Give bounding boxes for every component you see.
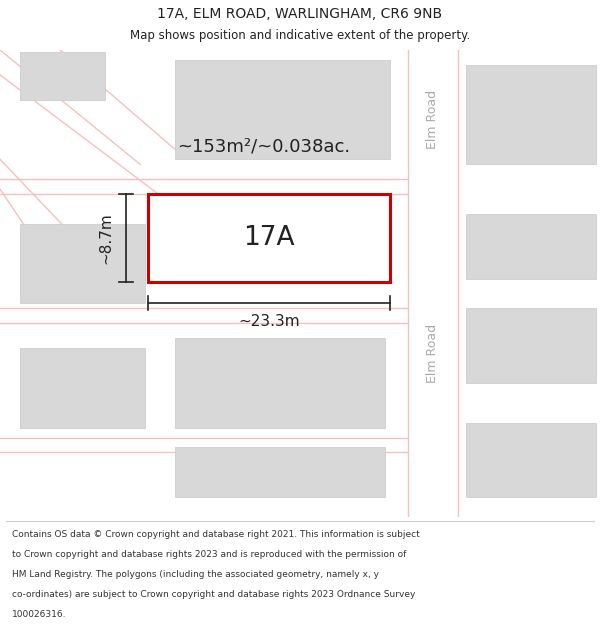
Bar xyxy=(466,308,596,383)
Bar xyxy=(20,348,145,428)
Text: 100026316.: 100026316. xyxy=(12,610,67,619)
Text: Map shows position and indicative extent of the property.: Map shows position and indicative extent… xyxy=(130,29,470,42)
Bar xyxy=(175,338,385,428)
Bar xyxy=(466,214,596,279)
Text: ~8.7m: ~8.7m xyxy=(98,212,113,264)
Text: Elm Road: Elm Road xyxy=(427,90,439,149)
Bar xyxy=(466,422,596,497)
Text: Contains OS data © Crown copyright and database right 2021. This information is : Contains OS data © Crown copyright and d… xyxy=(12,530,420,539)
Bar xyxy=(175,60,390,159)
Text: 17A: 17A xyxy=(243,225,295,251)
Text: to Crown copyright and database rights 2023 and is reproduced with the permissio: to Crown copyright and database rights 2… xyxy=(12,550,406,559)
Bar xyxy=(20,224,145,303)
Text: HM Land Registry. The polygons (including the associated geometry, namely x, y: HM Land Registry. The polygons (includin… xyxy=(12,570,379,579)
Text: co-ordinates) are subject to Crown copyright and database rights 2023 Ordnance S: co-ordinates) are subject to Crown copyr… xyxy=(12,590,415,599)
Text: ~153m²/~0.038ac.: ~153m²/~0.038ac. xyxy=(178,138,350,156)
Polygon shape xyxy=(408,50,458,517)
Bar xyxy=(20,52,105,99)
Bar xyxy=(175,448,385,497)
Text: ~23.3m: ~23.3m xyxy=(238,314,300,329)
Bar xyxy=(466,65,596,164)
Text: 17A, ELM ROAD, WARLINGHAM, CR6 9NB: 17A, ELM ROAD, WARLINGHAM, CR6 9NB xyxy=(157,7,443,21)
Text: Elm Road: Elm Road xyxy=(427,324,439,382)
Bar xyxy=(148,194,390,281)
